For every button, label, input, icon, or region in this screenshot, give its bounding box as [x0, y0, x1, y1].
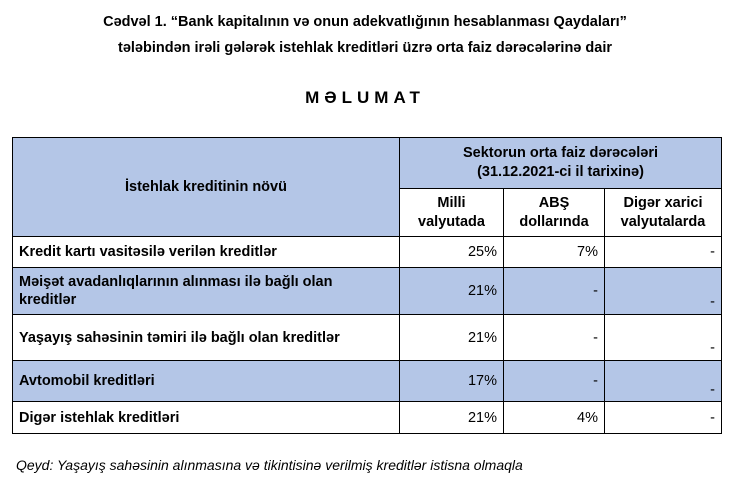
cell-other: -: [604, 267, 722, 315]
cell-other: -: [604, 314, 722, 361]
col-header-type: İstehlak kreditinin növü: [12, 137, 400, 237]
cell-national: 21%: [399, 314, 504, 361]
table-row: Digər istehlak kreditləri 21% 4% -: [12, 401, 722, 434]
table-row: Kredit kartı vasitəsilə verilən kreditlə…: [12, 236, 722, 268]
row-name: Kredit kartı vasitəsilə verilən kreditlə…: [12, 236, 400, 268]
cell-national: 21%: [399, 267, 504, 315]
label: ABŞ: [538, 194, 570, 211]
row-name: Digər istehlak kreditləri: [12, 401, 400, 434]
cell-other: -: [604, 236, 722, 268]
table-row: Avtomobil kreditləri 17% - -: [12, 360, 722, 402]
group-header-line-2: (31.12.2021-ci il tarixinə): [477, 164, 644, 180]
col-group-header: Sektorun orta faiz dərəcələri (31.12.202…: [399, 137, 722, 189]
col-header-usd: ABŞ dollarında: [503, 188, 605, 237]
heading-line-1: Cədvəl 1. “Bank kapitalının və onun adek…: [103, 14, 627, 30]
cell-usd: -: [503, 267, 605, 315]
row-name: Məişət avadanlıqlarının alınması ilə bağ…: [12, 267, 400, 315]
interest-rate-table: İstehlak kreditinin növü Sektorun orta f…: [12, 137, 722, 434]
label: valyutalarda: [620, 213, 706, 230]
cell-usd: 4%: [503, 401, 605, 434]
cell-national: 25%: [399, 236, 504, 268]
footnote: Qeyd: Yaşayış sahəsinin alınmasına və ti…: [16, 457, 523, 473]
col-header-national: Milli valyutada: [399, 188, 504, 237]
label: dollarında: [519, 213, 589, 230]
group-header-line-1: Sektorun orta faiz dərəcələri: [462, 145, 658, 161]
col-header-other: Digər xarici valyutalarda: [604, 188, 722, 237]
cell-usd: 7%: [503, 236, 605, 268]
table-row: Məişət avadanlıqlarının alınması ilə bağ…: [12, 267, 722, 315]
label: valyutada: [418, 213, 485, 230]
cell-other: -: [604, 360, 722, 402]
heading-line-2: tələbindən irəli gələrək istehlak kredit…: [117, 40, 612, 56]
cell-usd: -: [503, 360, 605, 402]
label: Digər xarici: [623, 194, 703, 211]
row-name: Avtomobil kreditləri: [12, 360, 400, 402]
page-title: MƏLUMAT: [305, 88, 425, 107]
row-name: Yaşayış sahəsinin təmiri ilə bağlı olan …: [12, 314, 400, 361]
table-row: Yaşayış sahəsinin təmiri ilə bağlı olan …: [12, 314, 722, 361]
label: Milli: [437, 194, 466, 211]
cell-usd: -: [503, 314, 605, 361]
cell-national: 21%: [399, 401, 504, 434]
cell-national: 17%: [399, 360, 504, 402]
cell-other: -: [604, 401, 722, 434]
